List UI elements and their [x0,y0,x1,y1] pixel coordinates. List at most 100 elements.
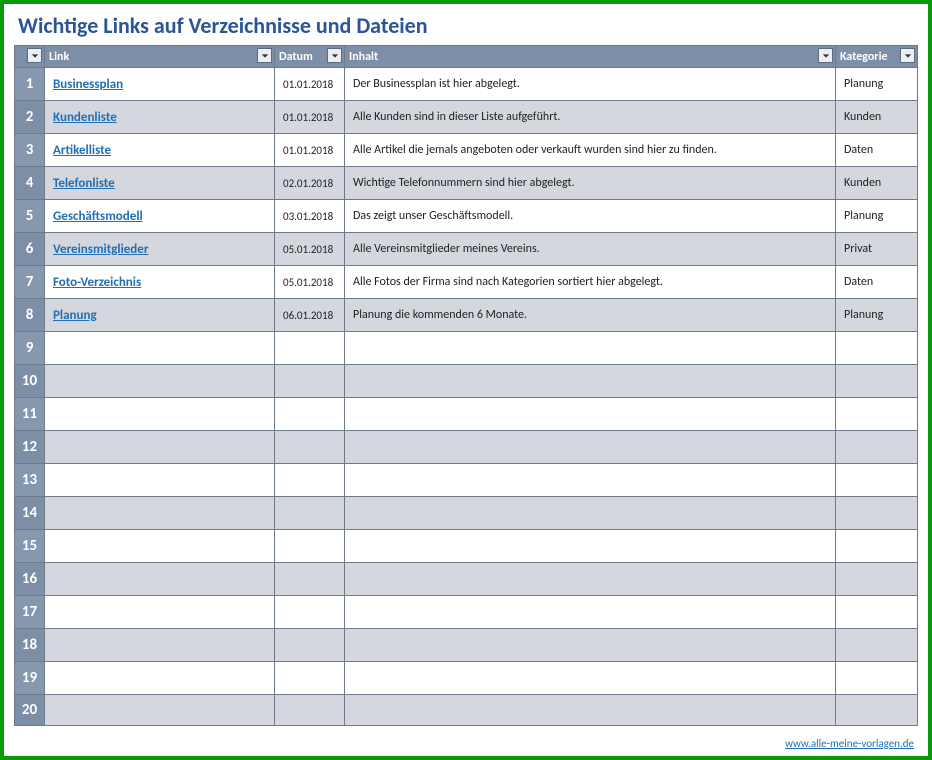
category-cell[interactable] [836,398,918,431]
content-cell[interactable]: Alle Artikel die jemals angeboten oder v… [345,134,836,167]
content-cell[interactable] [345,530,836,563]
category-cell[interactable] [836,530,918,563]
date-cell[interactable]: 05.01.2018 [275,266,345,299]
link-cell[interactable]: Vereinsmitglieder [45,233,275,266]
filter-dropdown-icon[interactable] [27,48,42,63]
date-cell[interactable] [275,431,345,464]
date-cell[interactable]: 01.01.2018 [275,68,345,101]
link-cell[interactable]: Geschäftsmodell [45,200,275,233]
link-cell[interactable]: Planung [45,299,275,332]
header-link[interactable]: Link [45,46,275,68]
header-date[interactable]: Datum [275,46,345,68]
header-num[interactable] [15,46,45,68]
content-cell[interactable] [345,662,836,695]
entry-link[interactable]: Telefonliste [53,176,115,191]
category-cell[interactable] [836,464,918,497]
category-cell[interactable]: Daten [836,266,918,299]
category-cell[interactable] [836,695,918,726]
category-cell[interactable]: Privat [836,233,918,266]
link-cell[interactable] [45,464,275,497]
content-cell[interactable] [345,563,836,596]
content-cell[interactable]: Der Businessplan ist hier abgelegt. [345,68,836,101]
content-cell[interactable]: Alle Vereinsmitglieder meines Vereins. [345,233,836,266]
date-cell[interactable] [275,695,345,726]
link-cell[interactable] [45,596,275,629]
date-cell[interactable]: 06.01.2018 [275,299,345,332]
content-cell[interactable] [345,431,836,464]
category-cell[interactable] [836,662,918,695]
category-cell[interactable] [836,629,918,662]
date-cell[interactable]: 03.01.2018 [275,200,345,233]
date-cell[interactable] [275,398,345,431]
category-cell[interactable]: Daten [836,134,918,167]
filter-dropdown-icon[interactable] [257,48,272,63]
link-cell[interactable] [45,497,275,530]
entry-link[interactable]: Kundenliste [53,110,117,125]
filter-dropdown-icon[interactable] [818,48,833,63]
date-cell[interactable] [275,662,345,695]
entry-link[interactable]: Geschäftsmodell [53,209,143,224]
category-cell[interactable]: Kunden [836,101,918,134]
content-cell[interactable] [345,629,836,662]
date-cell[interactable]: 01.01.2018 [275,134,345,167]
entry-link[interactable]: Foto-Verzeichnis [53,275,141,290]
link-cell[interactable]: Kundenliste [45,101,275,134]
date-cell[interactable] [275,464,345,497]
date-cell[interactable]: 01.01.2018 [275,101,345,134]
date-cell[interactable] [275,530,345,563]
entry-link[interactable]: Artikelliste [53,143,111,158]
date-cell[interactable] [275,596,345,629]
date-cell[interactable] [275,629,345,662]
content-cell[interactable]: Alle Fotos der Firma sind nach Kategorie… [345,266,836,299]
content-cell[interactable]: Alle Kunden sind in dieser Liste aufgefü… [345,101,836,134]
category-cell[interactable]: Kunden [836,167,918,200]
link-cell[interactable] [45,629,275,662]
date-cell[interactable] [275,497,345,530]
entry-link[interactable]: Vereinsmitglieder [53,242,148,257]
link-cell[interactable] [45,398,275,431]
link-cell[interactable] [45,332,275,365]
category-cell[interactable]: Planung [836,68,918,101]
link-cell[interactable] [45,695,275,726]
category-cell[interactable]: Planung [836,299,918,332]
content-cell[interactable] [345,695,836,726]
content-cell[interactable] [345,398,836,431]
link-cell[interactable]: Artikelliste [45,134,275,167]
link-cell[interactable] [45,662,275,695]
date-cell[interactable] [275,332,345,365]
date-cell[interactable] [275,563,345,596]
filter-dropdown-icon[interactable] [327,48,342,63]
category-cell[interactable] [836,596,918,629]
link-cell[interactable]: Telefonliste [45,167,275,200]
link-cell[interactable] [45,530,275,563]
content-cell[interactable]: Wichtige Telefonnummern sind hier abgele… [345,167,836,200]
date-cell[interactable]: 02.01.2018 [275,167,345,200]
date-cell[interactable] [275,365,345,398]
header-content[interactable]: Inhalt [345,46,836,68]
footer-link[interactable]: www.alle-meine-vorlagen.de [785,737,914,750]
link-cell[interactable] [45,365,275,398]
link-cell[interactable]: Businessplan [45,68,275,101]
content-cell[interactable]: Planung die kommenden 6 Monate. [345,299,836,332]
content-cell[interactable] [345,596,836,629]
entry-link[interactable]: Planung [53,308,97,323]
category-cell[interactable] [836,497,918,530]
link-cell[interactable] [45,431,275,464]
date-cell[interactable]: 05.01.2018 [275,233,345,266]
category-cell[interactable] [836,365,918,398]
link-cell[interactable] [45,563,275,596]
header-category[interactable]: Kategorie [836,46,918,68]
content-cell[interactable] [345,464,836,497]
category-cell[interactable] [836,332,918,365]
content-cell[interactable] [345,365,836,398]
filter-dropdown-icon[interactable] [900,48,915,63]
content-cell[interactable] [345,332,836,365]
category-cell[interactable]: Planung [836,200,918,233]
category-cell[interactable] [836,563,918,596]
content-cell[interactable] [345,497,836,530]
footer-url[interactable]: www.alle-meine-vorlagen.de [785,737,914,750]
entry-link[interactable]: Businessplan [53,77,123,92]
content-cell[interactable]: Das zeigt unser Geschäftsmodell. [345,200,836,233]
link-cell[interactable]: Foto-Verzeichnis [45,266,275,299]
category-cell[interactable] [836,431,918,464]
